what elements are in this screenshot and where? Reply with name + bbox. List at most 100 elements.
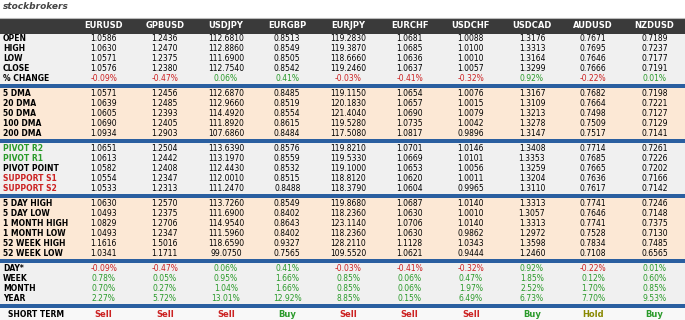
Text: YEAR: YEAR [3,294,25,303]
Text: 1.3598: 1.3598 [519,239,545,248]
Text: 121.4040: 121.4040 [330,109,366,118]
Bar [0,284,685,293]
Text: -0.32%: -0.32% [458,264,484,273]
Text: 0.92%: 0.92% [520,74,544,83]
Text: 0.9965: 0.9965 [458,184,484,193]
Text: % CHANGE: % CHANGE [3,74,49,83]
Text: EURUSD: EURUSD [84,21,123,30]
Text: 1.2313: 1.2313 [151,184,178,193]
Text: 0.7108: 0.7108 [580,249,606,258]
Bar [0,88,685,99]
Text: EURJPY: EURJPY [332,21,365,30]
Text: 107.6860: 107.6860 [208,129,244,138]
Text: 7.70%: 7.70% [581,294,606,303]
Bar [0,273,685,284]
Text: 1.0493: 1.0493 [90,229,117,238]
Text: 1.5016: 1.5016 [151,239,178,248]
Text: 8.85%: 8.85% [336,294,360,303]
Text: 1.0015: 1.0015 [458,99,484,108]
Text: 0.8554: 0.8554 [274,109,301,118]
Text: 1.66%: 1.66% [275,284,299,293]
Text: HIGH: HIGH [3,44,25,53]
Text: CLOSE: CLOSE [3,64,30,73]
Text: 118.6590: 118.6590 [208,239,244,248]
Text: Sell: Sell [156,309,174,318]
Text: 0.7148: 0.7148 [641,209,668,218]
Text: 2.27%: 2.27% [92,294,116,303]
Text: 1.0605: 1.0605 [90,109,117,118]
Text: 0.8484: 0.8484 [274,129,301,138]
Text: 1.0653: 1.0653 [397,164,423,173]
Text: 0.7517: 0.7517 [580,129,606,138]
Bar [0,139,685,143]
Text: 119.2460: 119.2460 [330,64,366,73]
Bar [0,129,685,139]
Text: 1.2470: 1.2470 [151,44,178,53]
Text: 1.2347: 1.2347 [151,229,178,238]
Text: 52 WEEK HIGH: 52 WEEK HIGH [3,239,66,248]
Text: 1.0100: 1.0100 [458,44,484,53]
Text: 0.7498: 0.7498 [580,109,606,118]
Text: 0.70%: 0.70% [92,284,116,293]
Text: 1.0057: 1.0057 [458,64,484,73]
Text: 0.06%: 0.06% [397,274,422,283]
Text: 1.85%: 1.85% [520,274,544,283]
Text: 0.8549: 0.8549 [274,44,301,53]
Text: 0.8515: 0.8515 [274,174,301,183]
Text: 0.06%: 0.06% [214,74,238,83]
Text: 1.70%: 1.70% [581,284,606,293]
Text: 0.15%: 0.15% [397,294,421,303]
Text: 128.2110: 128.2110 [331,239,366,248]
Text: 1.97%: 1.97% [459,284,483,293]
Text: 114.4920: 114.4920 [208,109,244,118]
Bar [0,154,685,164]
Text: 0.95%: 0.95% [214,274,238,283]
Text: 12.92%: 12.92% [273,294,301,303]
Bar [0,119,685,129]
Text: 0.7685: 0.7685 [580,154,606,163]
Text: 1.2570: 1.2570 [151,199,178,208]
Text: 118.3790: 118.3790 [330,184,366,193]
Text: 1.3313: 1.3313 [519,44,545,53]
Text: 1.2903: 1.2903 [151,129,178,138]
Text: 1.0620: 1.0620 [397,174,423,183]
Text: 1.2485: 1.2485 [151,99,178,108]
Text: 100 DMA: 100 DMA [3,119,41,128]
Text: 1.0076: 1.0076 [458,89,484,98]
Text: SHORT TERM: SHORT TERM [8,309,64,318]
Text: 1.3213: 1.3213 [519,109,545,118]
Text: 0.8402: 0.8402 [274,209,301,218]
Text: -0.22%: -0.22% [580,264,606,273]
Bar [0,99,685,108]
Text: 0.8549: 0.8549 [274,199,301,208]
Text: 1.0934: 1.0934 [90,129,117,138]
Text: 111.8920: 111.8920 [208,119,244,128]
Text: 0.7485: 0.7485 [641,239,668,248]
Text: 0.85%: 0.85% [336,284,360,293]
Text: 1.3167: 1.3167 [519,89,545,98]
Bar [0,259,685,263]
Text: 0.8576: 0.8576 [274,144,301,153]
Text: 1.0604: 1.0604 [397,184,423,193]
Bar [0,263,685,273]
Text: 1.3147: 1.3147 [519,129,545,138]
Text: EURCHF: EURCHF [391,21,428,30]
Text: 0.8615: 0.8615 [274,119,301,128]
Bar [0,308,685,320]
Text: -0.32%: -0.32% [458,74,484,83]
Text: 1.0637: 1.0637 [397,64,423,73]
Text: 0.8532: 0.8532 [274,164,301,173]
Text: 0.27%: 0.27% [153,284,177,293]
Text: 118.2360: 118.2360 [330,209,366,218]
Bar [0,0,685,18]
Text: 111.6900: 111.6900 [208,54,244,63]
Text: 1.2347: 1.2347 [151,174,178,183]
Text: 0.9327: 0.9327 [274,239,301,248]
Text: 1.3109: 1.3109 [519,99,545,108]
Text: 1.2460: 1.2460 [519,249,545,258]
Text: 1.2456: 1.2456 [151,89,178,98]
Text: 0.7695: 0.7695 [580,44,607,53]
Text: NZDUSD: NZDUSD [634,21,674,30]
Bar [0,304,685,308]
Text: 1.0685: 1.0685 [397,44,423,53]
